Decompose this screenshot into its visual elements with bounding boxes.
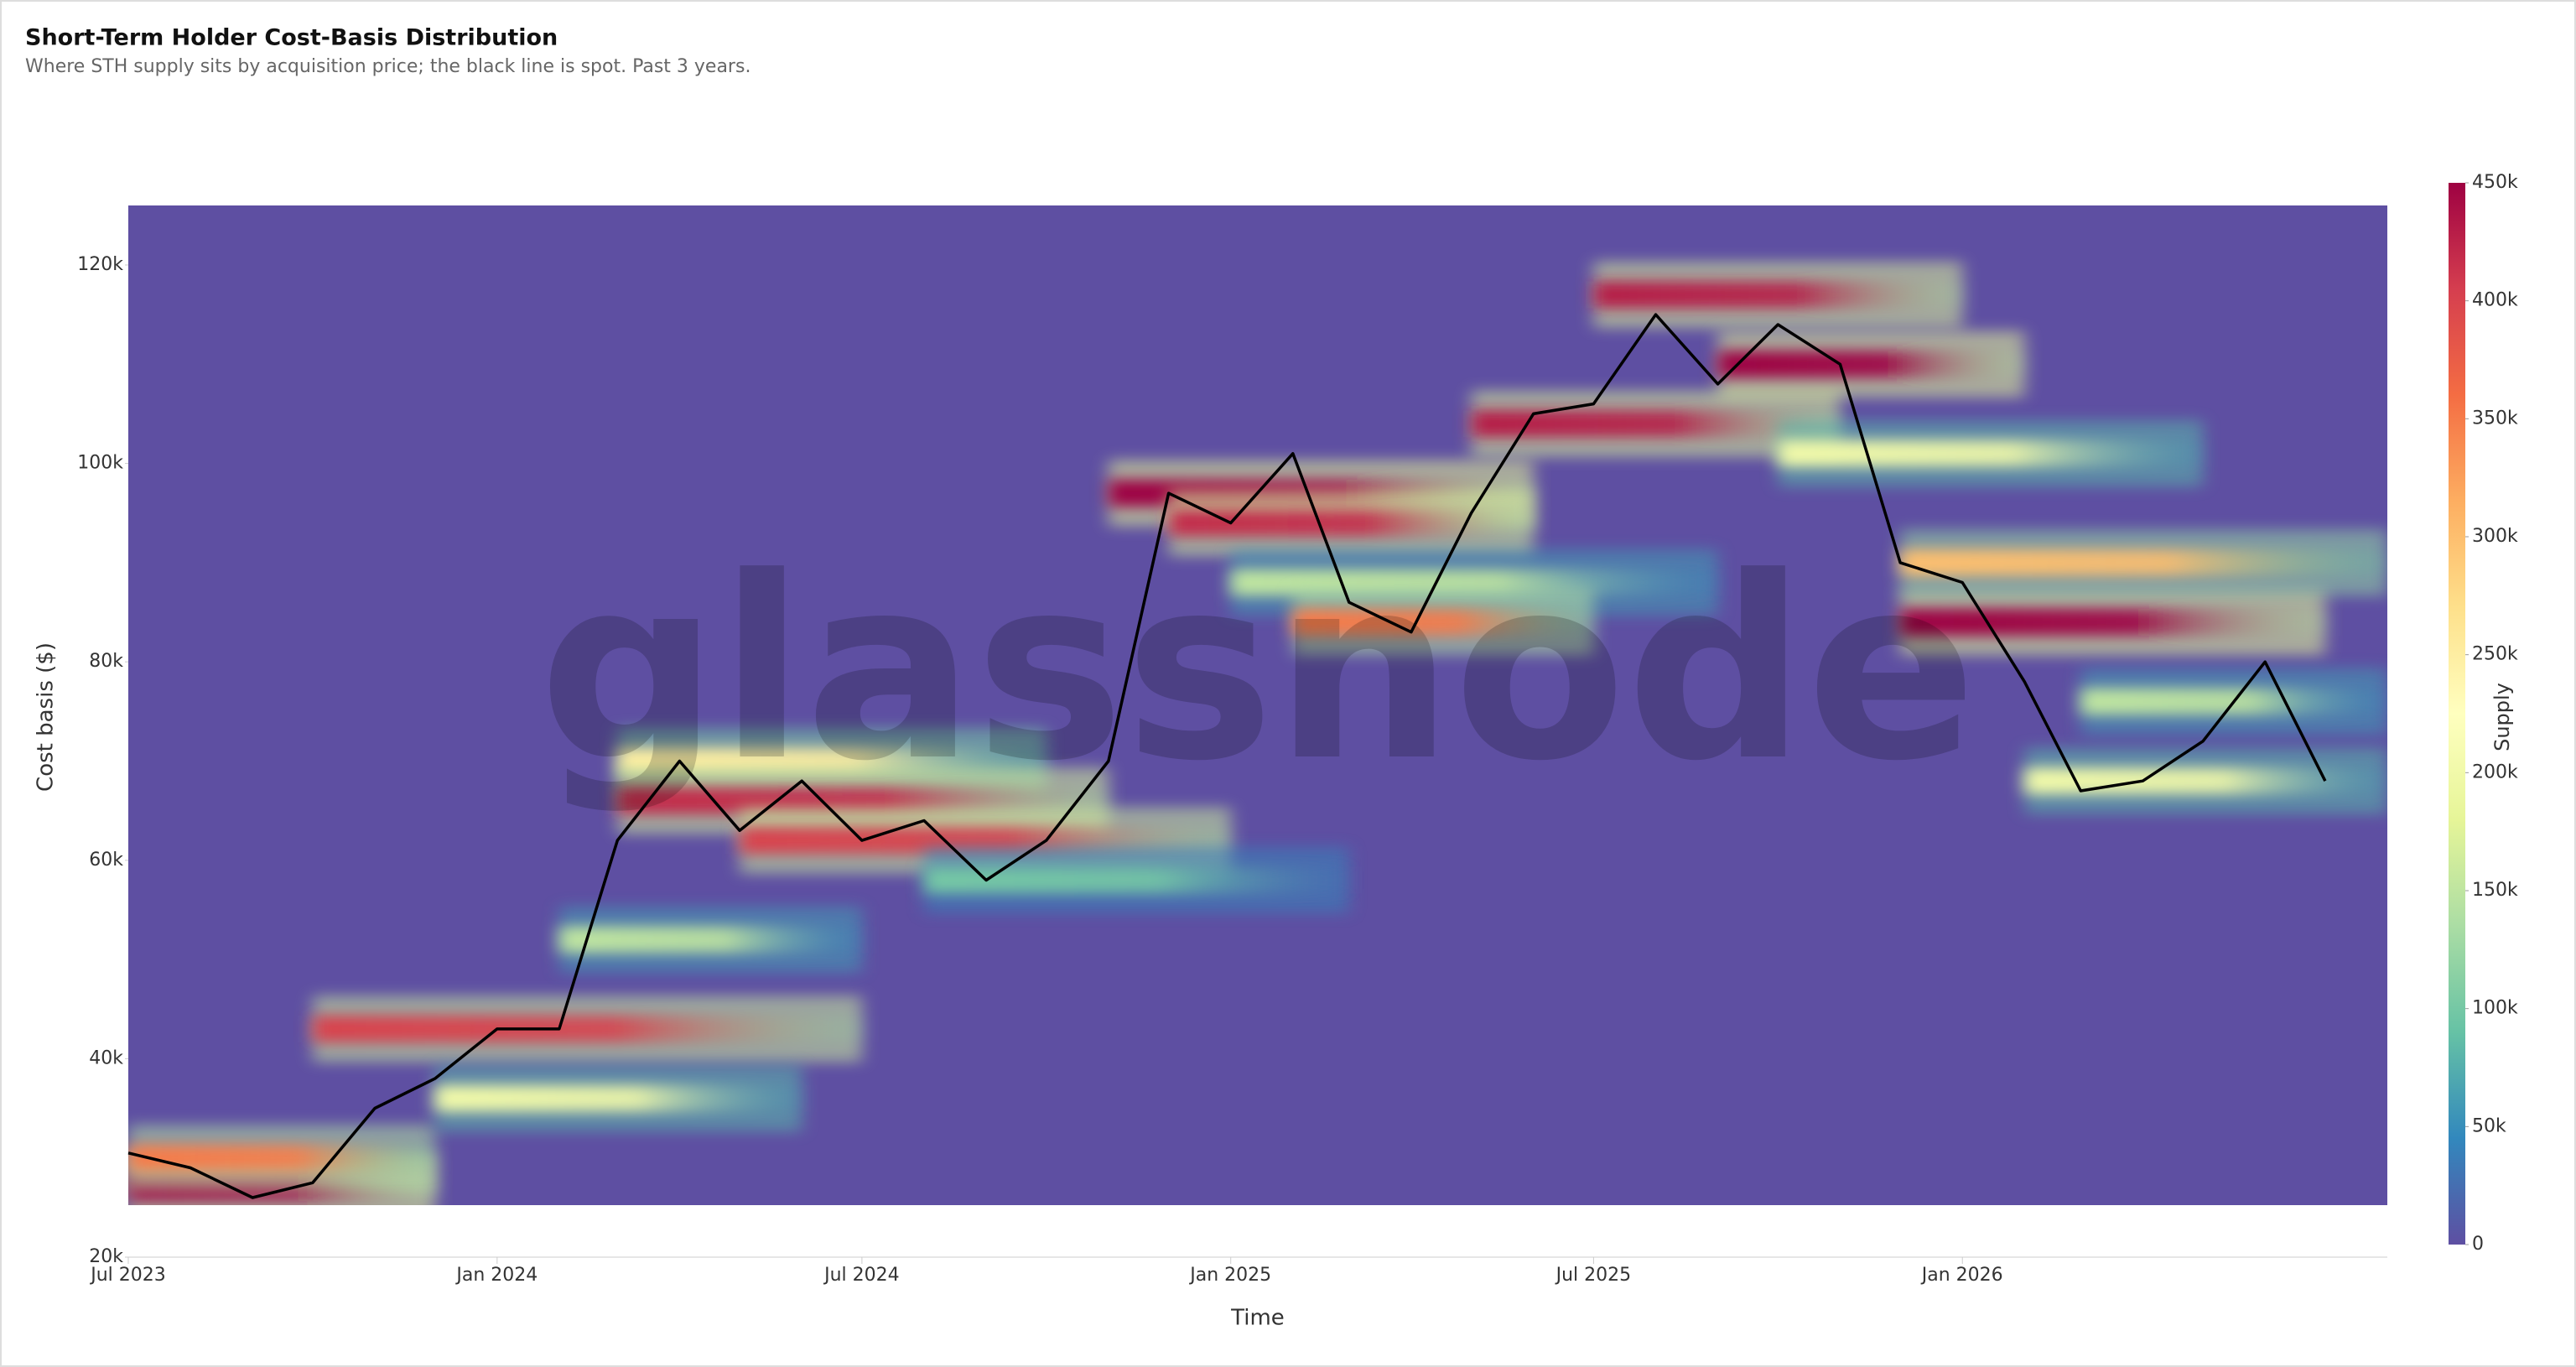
heat-cluster (923, 866, 1349, 894)
colorbar-tick-label: 300k (2472, 526, 2518, 547)
heat-cluster (1593, 281, 1963, 309)
x-tick-label: Jul 2024 (823, 1265, 900, 1286)
y-tick-label: 40k (89, 1047, 123, 1068)
chart-title: Short-Term Holder Cost-Basis Distributio… (25, 25, 558, 51)
x-tick-label: Jan 2025 (1188, 1265, 1271, 1286)
y-tick-label: 120k (77, 254, 123, 275)
colorbar-tick-label: 0 (2472, 1234, 2484, 1255)
heat-cluster (1900, 548, 2387, 576)
heat-cluster (434, 1084, 802, 1112)
y-tick-label: 60k (89, 850, 123, 871)
chart-subtitle: Where STH supply sits by acquisition pri… (25, 56, 750, 77)
heat-cluster (558, 926, 862, 954)
x-axis-title: Time (1230, 1306, 1285, 1331)
x-tick-label: Jul 2023 (89, 1265, 166, 1286)
y-tick-label: 80k (89, 651, 123, 672)
x-tick-label: Jan 2024 (454, 1265, 538, 1286)
heat-cluster (1900, 608, 2325, 636)
heat-cluster (1778, 439, 2204, 467)
spot-line (127, 313, 2327, 1199)
colorbar-title: Supply (2490, 683, 2514, 751)
colorbar-tick-label: 50k (2472, 1115, 2506, 1136)
y-axis-title: Cost basis ($) (34, 642, 59, 792)
y-tick-label: 100k (77, 453, 123, 474)
colorbar-tick-label: 350k (2472, 408, 2518, 429)
watermark: glassnode (538, 523, 1976, 816)
heatmap (128, 261, 2387, 1205)
heat-cluster (1717, 351, 2025, 378)
x-tick-label: Jul 2025 (1555, 1265, 1632, 1286)
colorbar-tick-label: 400k (2472, 290, 2518, 311)
colorbar-tick-label: 100k (2472, 998, 2518, 1019)
x-tick-label: Jan 2026 (1920, 1265, 2003, 1286)
plot-area: glassnode (127, 205, 2387, 1205)
colorbar (2449, 183, 2465, 1245)
heat-cluster (1292, 608, 1594, 636)
y-tick-label: 20k (89, 1246, 123, 1267)
heat-cluster (128, 1144, 435, 1172)
heat-cluster (312, 1015, 862, 1042)
colorbar-tick-label: 150k (2472, 880, 2518, 901)
colorbar-tick-label: 250k (2472, 644, 2518, 665)
colorbar-tick-label: 200k (2472, 761, 2518, 782)
colorbar-tick-label: 450k (2472, 172, 2518, 193)
